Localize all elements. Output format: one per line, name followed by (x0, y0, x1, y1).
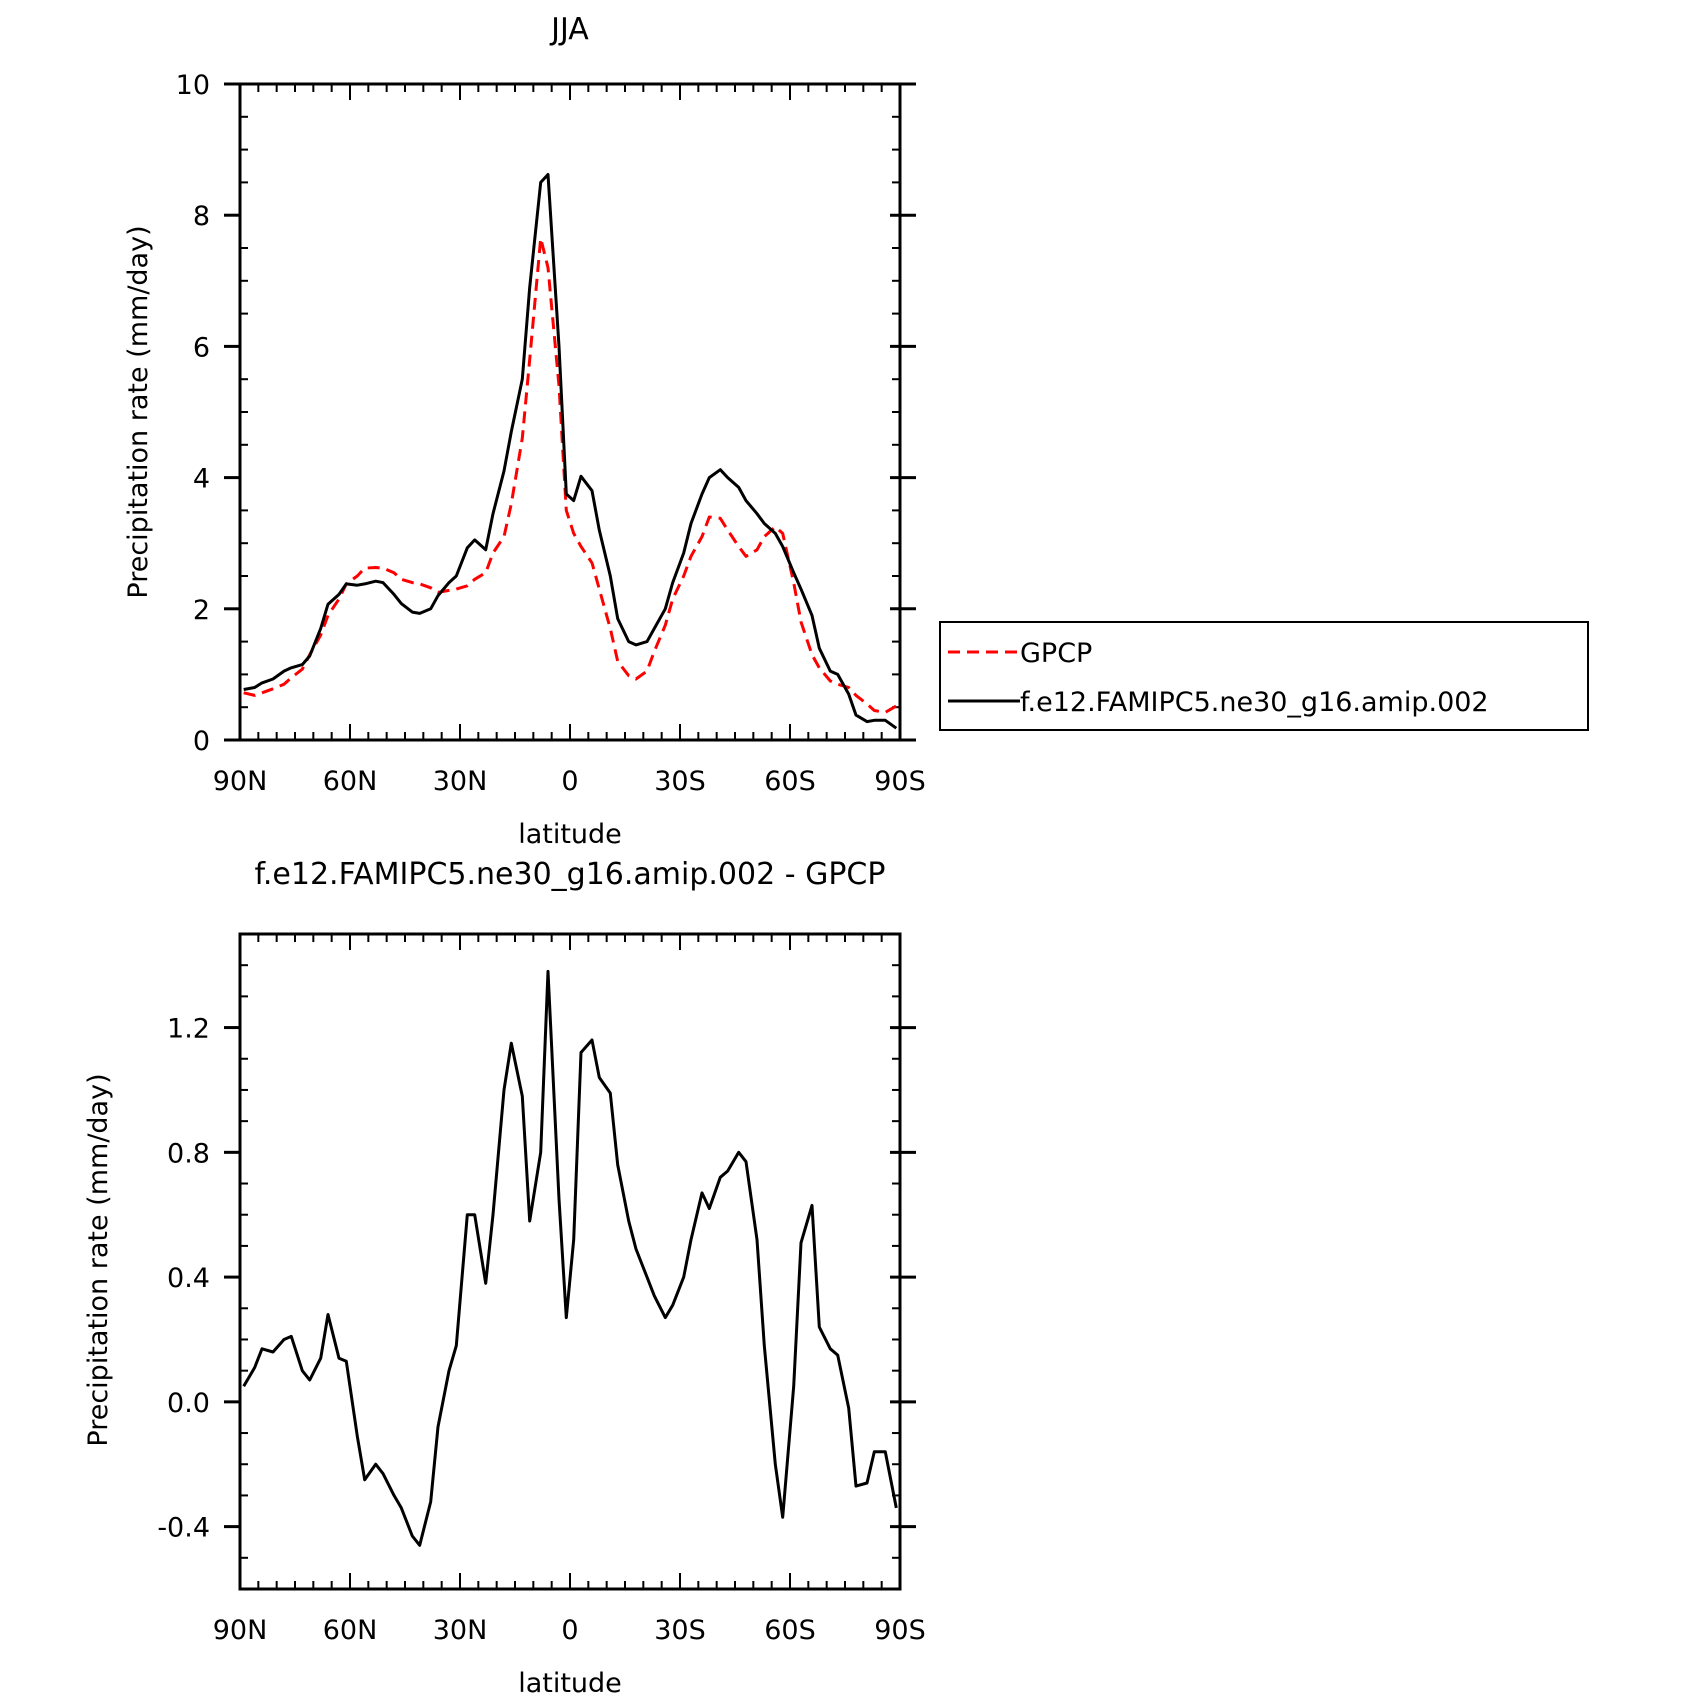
bottom-y-tick-label: 1.2 (167, 1014, 210, 1045)
top-x-tick-label: 60N (323, 766, 378, 797)
top-y-tick-label: 4 (193, 464, 210, 495)
legend-box (939, 621, 1589, 731)
bottom-panel-title: f.e12.FAMIPC5.ne30_g16.amip.002 - GPCP (255, 857, 886, 892)
bottom-y-tick-label: 0.8 (167, 1138, 210, 1169)
bottom-series-line-0 (242, 969, 898, 1547)
top-x-tick-label: 30N (433, 766, 488, 797)
bottom-panel: f.e12.FAMIPC5.ne30_g16.amip.002 - GPCP 9… (83, 857, 926, 1699)
bottom-y-tick-label: 0.0 (167, 1388, 210, 1419)
top-legend: GPCP f.e12.FAMIPC5.ne30_g16.amip.002 (939, 621, 1589, 731)
bottom-y-tick-label: -0.4 (157, 1513, 210, 1544)
top-x-tick-label: 30S (654, 766, 706, 797)
top-y-tick-label: 10 (176, 70, 210, 101)
bottom-plot-area: 90N 60N 30N 0 30S 60S 90S -0.4 0.0 0.4 0.8 1.2 (157, 933, 926, 1646)
top-x-tick-label: 90N (213, 766, 268, 797)
top-x-axis-label: latitude (518, 819, 622, 850)
top-y-tick-label: 0 (193, 726, 210, 757)
bottom-y-axis-label: Precipitation rate (mm/day) (83, 1073, 114, 1446)
bottom-x-tick-label: 60N (323, 1615, 378, 1646)
top-plot-frame (238, 82, 902, 742)
top-panel-title: JJA (549, 12, 589, 47)
bottom-x-tick-label: 90S (874, 1615, 926, 1646)
top-series-line-0 (243, 236, 898, 714)
top-x-tick-label: 90S (874, 766, 926, 797)
top-y-tick-label: 6 (193, 332, 210, 363)
top-x-tick-label: 0 (561, 766, 578, 797)
top-x-tick-label: 60S (764, 766, 816, 797)
top-plot-area: 90N 60N 30N 0 30S 60S 90S 0 2 4 6 8 10 (176, 70, 926, 797)
legend-label-model: f.e12.FAMIPC5.ne30_g16.amip.002 (1020, 687, 1489, 718)
top-y-tick-label: 2 (193, 595, 210, 626)
bottom-x-tick-label: 60S (764, 1615, 816, 1646)
bottom-x-axis-label: latitude (518, 1668, 622, 1699)
bottom-x-tick-label: 90N (213, 1615, 268, 1646)
top-series-line-1 (243, 173, 898, 730)
legend-label-gpcp: GPCP (1020, 638, 1092, 669)
top-y-tick-label: 8 (193, 201, 210, 232)
bottom-x-tick-label: 30S (654, 1615, 706, 1646)
bottom-x-tick-label: 0 (561, 1615, 578, 1646)
bottom-plot-frame (238, 932, 902, 1591)
top-y-axis-label: Precipitation rate (mm/day) (123, 225, 154, 598)
bottom-x-tick-label: 30N (433, 1615, 488, 1646)
bottom-y-tick-label: 0.4 (167, 1263, 210, 1294)
